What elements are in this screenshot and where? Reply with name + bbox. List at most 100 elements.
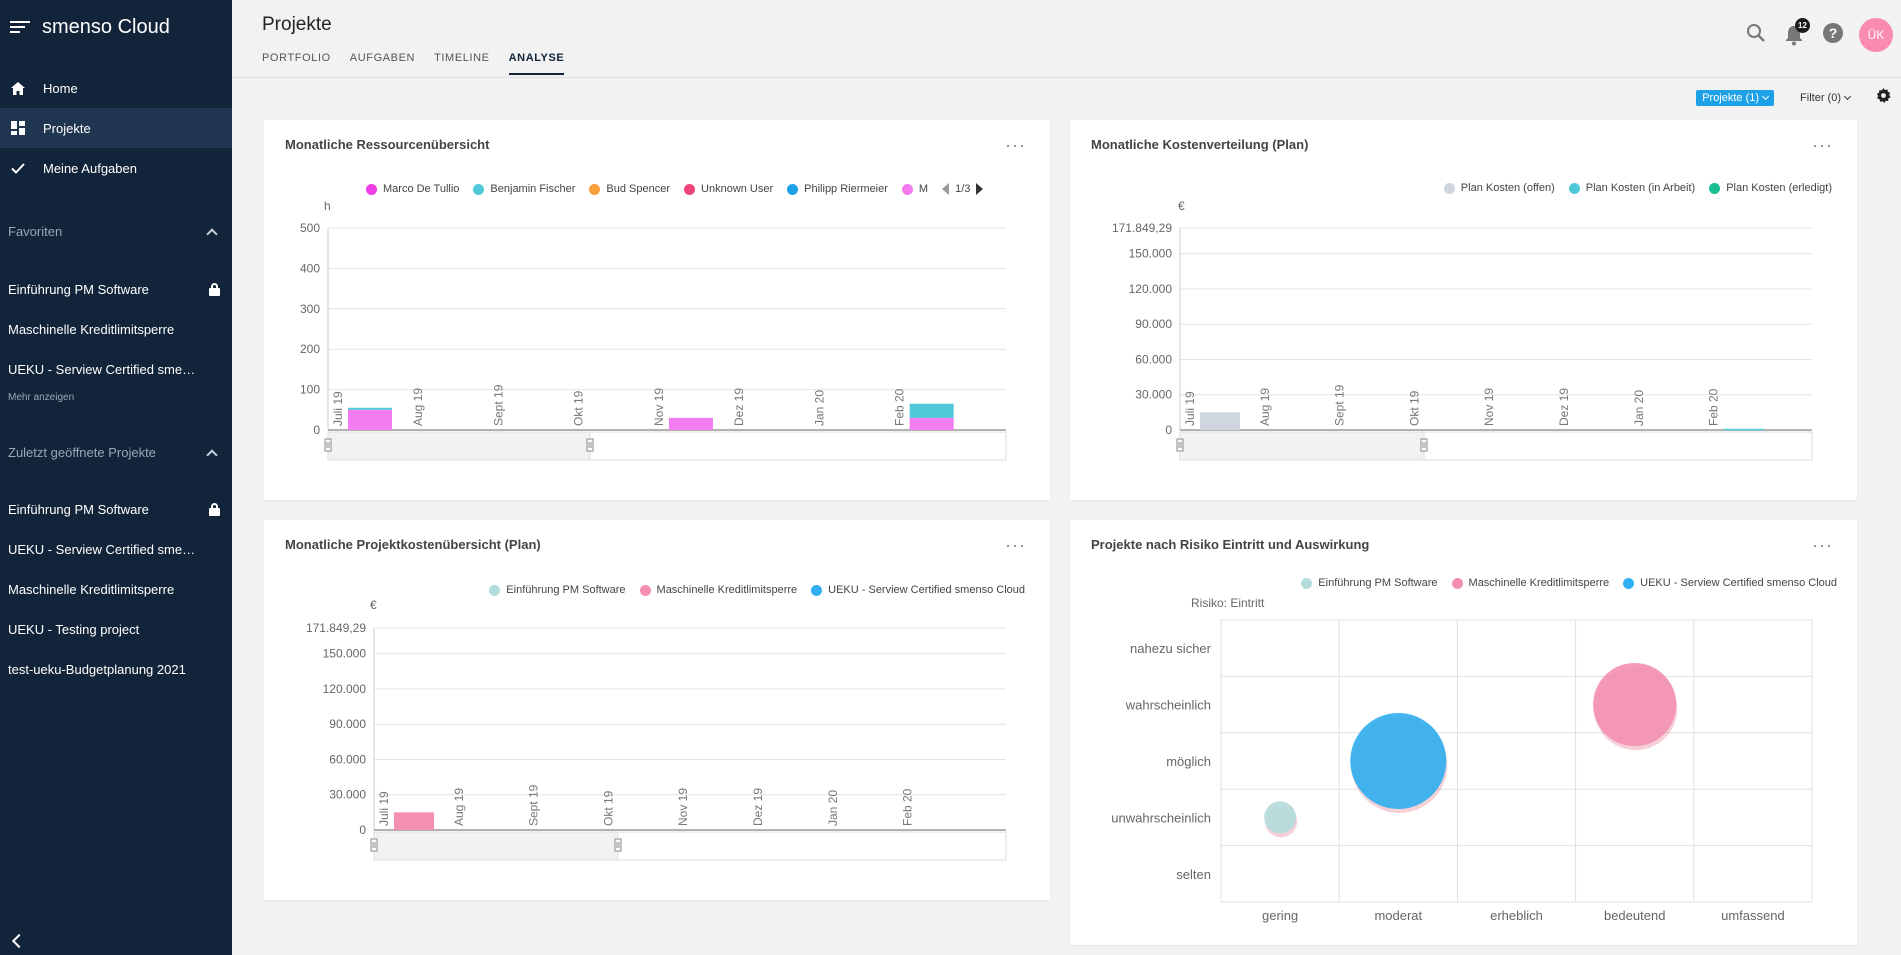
y-axis-title: Risiko: Eintritt <box>1191 596 1265 610</box>
collapse-sidebar-icon[interactable] <box>11 933 27 949</box>
favorite-item[interactable]: Maschinelle Kreditlimitsperre <box>8 322 220 337</box>
legend-item[interactable]: Plan Kosten (erledigt) <box>1709 182 1832 194</box>
y-tick-label: 300 <box>300 302 320 316</box>
y-axis-unit: € <box>370 598 377 612</box>
recent-section-header[interactable]: Zuletzt geöffnete Projekte <box>8 445 222 461</box>
x-tick-label: Feb 20 <box>1707 388 1721 426</box>
recent-item-label: Einführung PM Software <box>8 502 149 517</box>
notifications-button[interactable]: 12 <box>1781 18 1810 48</box>
brand: smenso Cloud <box>10 12 170 42</box>
legend-item[interactable]: Einführung PM Software <box>489 584 626 596</box>
next-page-icon[interactable] <box>976 183 984 195</box>
recent-item[interactable]: UEKU - Testing project <box>8 622 220 637</box>
navigator-selection <box>327 431 591 461</box>
legend-item[interactable]: M <box>901 183 928 195</box>
bar <box>394 812 434 830</box>
avatar[interactable]: ÜK <box>1859 18 1893 52</box>
x-tick-label: Okt 19 <box>572 390 586 426</box>
legend-item[interactable]: Plan Kosten (offen) <box>1443 182 1555 194</box>
y-tick-label: unwahrscheinlich <box>1111 810 1211 825</box>
tab-portfolio[interactable]: PORTFOLIO <box>262 52 331 64</box>
legend-item[interactable]: Einführung PM Software <box>1301 577 1438 589</box>
legend-item[interactable]: Maschinelle Kreditlimitsperre <box>639 584 797 596</box>
x-tick-label: Nov 19 <box>676 788 690 826</box>
sidebar-item-meine-aufgaben[interactable]: Meine Aufgaben <box>0 148 232 188</box>
gear-icon[interactable] <box>1876 88 1891 108</box>
menu-icon[interactable] <box>10 20 30 34</box>
x-tick-label: Sept 19 <box>1333 384 1347 426</box>
legend-item[interactable]: UEKU - Serview Certified smenso Cloud <box>1623 577 1837 589</box>
filter-dropdown[interactable]: Filter (0) <box>1800 92 1852 104</box>
chart-legend: Einführung PM Software Maschinelle Kredi… <box>489 584 1025 596</box>
y-tick-label: 150.000 <box>1129 247 1173 261</box>
y-tick-label: wahrscheinlich <box>1125 698 1211 713</box>
y-tick-label: 120.000 <box>1129 282 1173 296</box>
legend-item[interactable]: Maschinelle Kreditlimitsperre <box>1451 577 1609 589</box>
project-cost-chart: €0 30.000 60.000 90.000 120.000 150.000 171.84… <box>306 598 1007 861</box>
favorite-item[interactable]: UEKU - Serview Certified smenso Cloud <box>8 362 198 377</box>
x-tick-label: Jan 20 <box>1632 390 1646 426</box>
legend-item[interactable]: Unknown User <box>684 183 773 195</box>
bar <box>668 417 713 430</box>
legend-item[interactable]: Benjamin Fischer <box>473 183 575 195</box>
resource-overview-card: Monatliche Ressourcenübersicht ··· Marco… <box>264 120 1050 500</box>
bar <box>348 407 392 410</box>
legend-pager: 1/3 <box>942 183 984 195</box>
legend-item[interactable]: Philipp Riermeier <box>787 183 888 195</box>
y-tick-label: 400 <box>300 261 320 275</box>
search-icon[interactable] <box>1745 22 1767 49</box>
previous-page-icon[interactable] <box>942 183 950 195</box>
projects-dropdown[interactable]: Projekte (1) <box>1696 90 1775 106</box>
navigator-handle <box>1420 438 1428 452</box>
favorite-item[interactable]: Einführung PM Software <box>8 282 220 297</box>
legend-item[interactable]: Bud Spencer <box>589 183 670 195</box>
tab-bar: PORTFOLIO AUFGABEN TIMELINE ANALYSE <box>262 52 565 75</box>
legend-item[interactable]: UEKU - Serview Certified smenso Cloud <box>811 584 1025 596</box>
y-tick-label: 60.000 <box>1135 352 1172 366</box>
cost-distribution-chart: €0 30.000 60.000 90.000 120.000 150.000 171.84… <box>1112 199 1813 461</box>
check-icon <box>9 159 27 177</box>
tab-analyse[interactable]: ANALYSE <box>508 52 565 75</box>
y-tick-label: 90.000 <box>329 717 366 731</box>
navigator-handle <box>614 838 622 852</box>
chevron-up-icon <box>206 448 218 461</box>
recent-item-label: UEKU - Testing project <box>8 622 140 637</box>
bubble <box>1593 663 1677 747</box>
x-tick-label: Sept 19 <box>527 784 541 826</box>
card-title: Monatliche Projektkostenübersicht (Plan) <box>285 537 541 552</box>
y-tick-label: 30.000 <box>329 788 366 802</box>
bar <box>909 403 954 418</box>
risk-matrix-card: Projekte nach Risiko Eintritt und Auswir… <box>1070 520 1857 945</box>
page-title: Projekte <box>262 14 332 35</box>
recent-item[interactable]: test-ueku-Budgetplanung 2021 <box>8 662 220 677</box>
sidebar-item-projekte[interactable]: Projekte <box>0 108 232 148</box>
recent-item[interactable]: Maschinelle Kreditlimitsperre <box>8 582 220 597</box>
x-tick-label: Jan 20 <box>826 790 840 826</box>
project-cost-card: Monatliche Projektkostenübersicht (Plan)… <box>264 520 1050 900</box>
tab-aufgaben[interactable]: AUFGABEN <box>349 52 416 64</box>
legend-item[interactable]: Marco De Tullio <box>366 183 459 195</box>
y-tick-label: 150.000 <box>323 647 367 661</box>
x-tick-label: Jan 20 <box>812 390 826 426</box>
lock-icon <box>209 283 220 296</box>
help-icon[interactable]: ? <box>1821 21 1845 50</box>
y-axis-unit: € <box>1178 199 1185 213</box>
recent-item-label: test-ueku-Budgetplanung 2021 <box>8 662 186 677</box>
legend-item[interactable]: Plan Kosten (in Arbeit) <box>1568 182 1695 194</box>
analysis-toolbar: Projekte (1) Filter (0) <box>1696 88 1891 108</box>
favorite-item-label: UEKU - Serview Certified smenso Cloud <box>8 362 198 377</box>
x-tick-label: bedeutend <box>1604 908 1665 923</box>
navigator-handle <box>324 438 332 452</box>
favorites-section-header[interactable]: Favoriten <box>8 224 222 240</box>
projects-dropdown-label: Projekte (1) <box>1702 92 1760 104</box>
sidebar-item-home[interactable]: Home <box>0 68 232 108</box>
y-tick-label: 171.849,29 <box>1112 221 1172 235</box>
navigator-handle <box>1176 438 1184 452</box>
x-tick-label: Nov 19 <box>652 388 666 426</box>
recent-item[interactable]: Einführung PM Software <box>8 502 220 517</box>
show-more-link[interactable]: Mehr anzeigen <box>8 392 75 403</box>
tab-timeline[interactable]: TIMELINE <box>434 52 490 64</box>
y-tick-label: 200 <box>300 342 320 356</box>
recent-item[interactable]: UEKU - Serview Certified smenso Cloud <box>8 542 198 557</box>
sidebar: smenso Cloud Home Projekte Meine Aufgabe… <box>0 0 232 955</box>
